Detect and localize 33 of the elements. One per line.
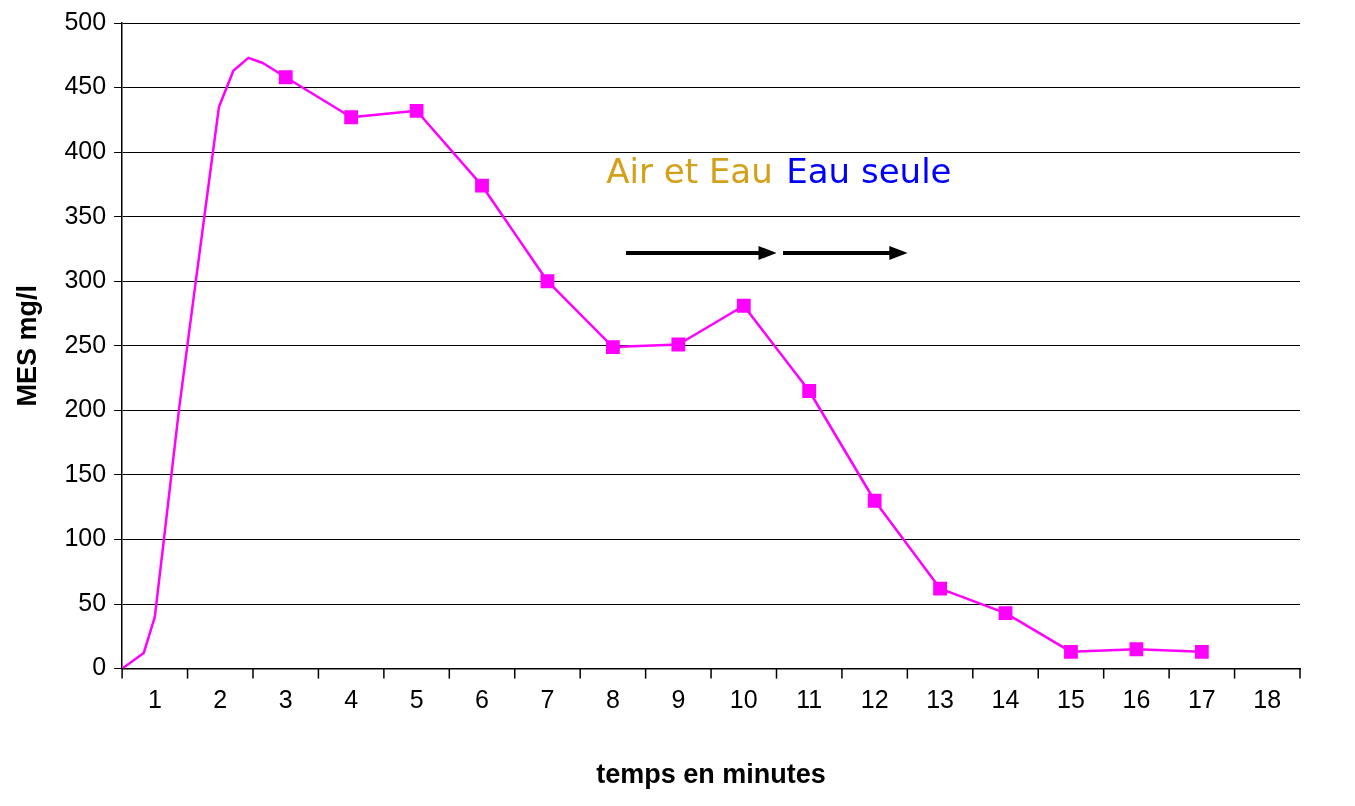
x-tick-label: 17 bbox=[1187, 685, 1216, 714]
y-tick-label: 350 bbox=[64, 200, 107, 229]
x-tick-label: 11 bbox=[796, 685, 823, 714]
x-tick-label: 10 bbox=[729, 685, 758, 714]
y-axis-title: MES mg/l bbox=[11, 285, 42, 407]
x-tick-label: 7 bbox=[540, 685, 555, 714]
y-tick-label: 100 bbox=[64, 523, 107, 552]
y-tick-label: 500 bbox=[64, 6, 107, 35]
y-tick-label: 200 bbox=[64, 394, 107, 423]
annotation: Eau seule bbox=[786, 150, 952, 191]
x-axis-title: temps en minutes bbox=[596, 759, 826, 790]
x-tick-label: 15 bbox=[1057, 685, 1085, 714]
y-tick-label: 250 bbox=[64, 329, 107, 358]
x-tick-label: 4 bbox=[344, 685, 359, 714]
x-tick-label: 3 bbox=[278, 685, 293, 714]
x-tick-label: 6 bbox=[475, 685, 489, 714]
x-tick-label: 9 bbox=[671, 685, 686, 714]
x-tick-label: 14 bbox=[991, 685, 1020, 714]
y-tick-label: 400 bbox=[64, 136, 107, 165]
annotation: Air et Eau bbox=[606, 150, 773, 191]
x-tick-label: 1 bbox=[147, 685, 162, 714]
y-tick-label: 300 bbox=[64, 265, 107, 294]
x-tick-label: 5 bbox=[409, 685, 424, 714]
y-tick-label: 50 bbox=[78, 587, 107, 616]
x-tick-label: 8 bbox=[605, 685, 620, 714]
y-tick-label: 450 bbox=[64, 71, 107, 100]
x-tick-label: 2 bbox=[213, 685, 228, 714]
y-tick-label: 0 bbox=[92, 652, 107, 681]
x-tick-label: 12 bbox=[860, 685, 889, 714]
y-tick-label: 150 bbox=[64, 458, 107, 487]
x-tick-label: 16 bbox=[1122, 685, 1151, 714]
x-tick-label: 18 bbox=[1253, 685, 1282, 714]
x-tick-label: 13 bbox=[926, 685, 954, 714]
